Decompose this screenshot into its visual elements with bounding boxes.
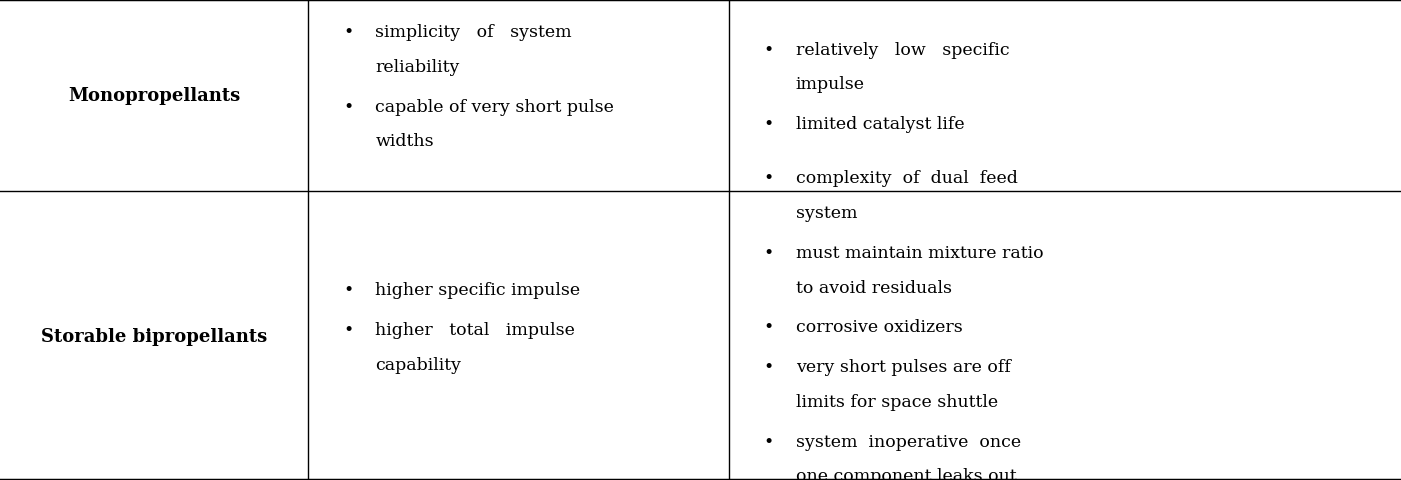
Text: to avoid residuals: to avoid residuals <box>796 279 951 296</box>
Text: •: • <box>343 98 353 116</box>
Text: must maintain mixture ratio: must maintain mixture ratio <box>796 244 1044 262</box>
Text: complexity  of  dual  feed: complexity of dual feed <box>796 170 1017 187</box>
Text: impulse: impulse <box>796 76 864 93</box>
Text: relatively   low   specific: relatively low specific <box>796 42 1009 59</box>
Text: •: • <box>764 359 773 375</box>
Text: •: • <box>343 321 353 338</box>
Text: •: • <box>764 319 773 336</box>
Text: very short pulses are off: very short pulses are off <box>796 359 1010 375</box>
Text: •: • <box>343 24 353 41</box>
Text: higher specific impulse: higher specific impulse <box>375 282 580 299</box>
Text: capable of very short pulse: capable of very short pulse <box>375 98 615 116</box>
Text: Monopropellants: Monopropellants <box>69 87 240 105</box>
Text: •: • <box>764 42 773 59</box>
Text: higher   total   impulse: higher total impulse <box>375 321 576 338</box>
Text: one component leaks out: one component leaks out <box>796 468 1016 480</box>
Text: system: system <box>796 204 857 222</box>
Text: •: • <box>764 116 773 133</box>
Text: •: • <box>764 244 773 262</box>
Text: •: • <box>343 282 353 299</box>
Text: reliability: reliability <box>375 59 460 76</box>
Text: corrosive oxidizers: corrosive oxidizers <box>796 319 962 336</box>
Text: system  inoperative  once: system inoperative once <box>796 433 1021 450</box>
Text: simplicity   of   system: simplicity of system <box>375 24 572 41</box>
Text: limits for space shuttle: limits for space shuttle <box>796 393 998 410</box>
Text: Storable bipropellants: Storable bipropellants <box>41 327 268 345</box>
Text: •: • <box>764 433 773 450</box>
Text: capability: capability <box>375 356 461 373</box>
Text: limited catalyst life: limited catalyst life <box>796 116 964 133</box>
Text: •: • <box>764 170 773 187</box>
Text: widths: widths <box>375 133 434 150</box>
